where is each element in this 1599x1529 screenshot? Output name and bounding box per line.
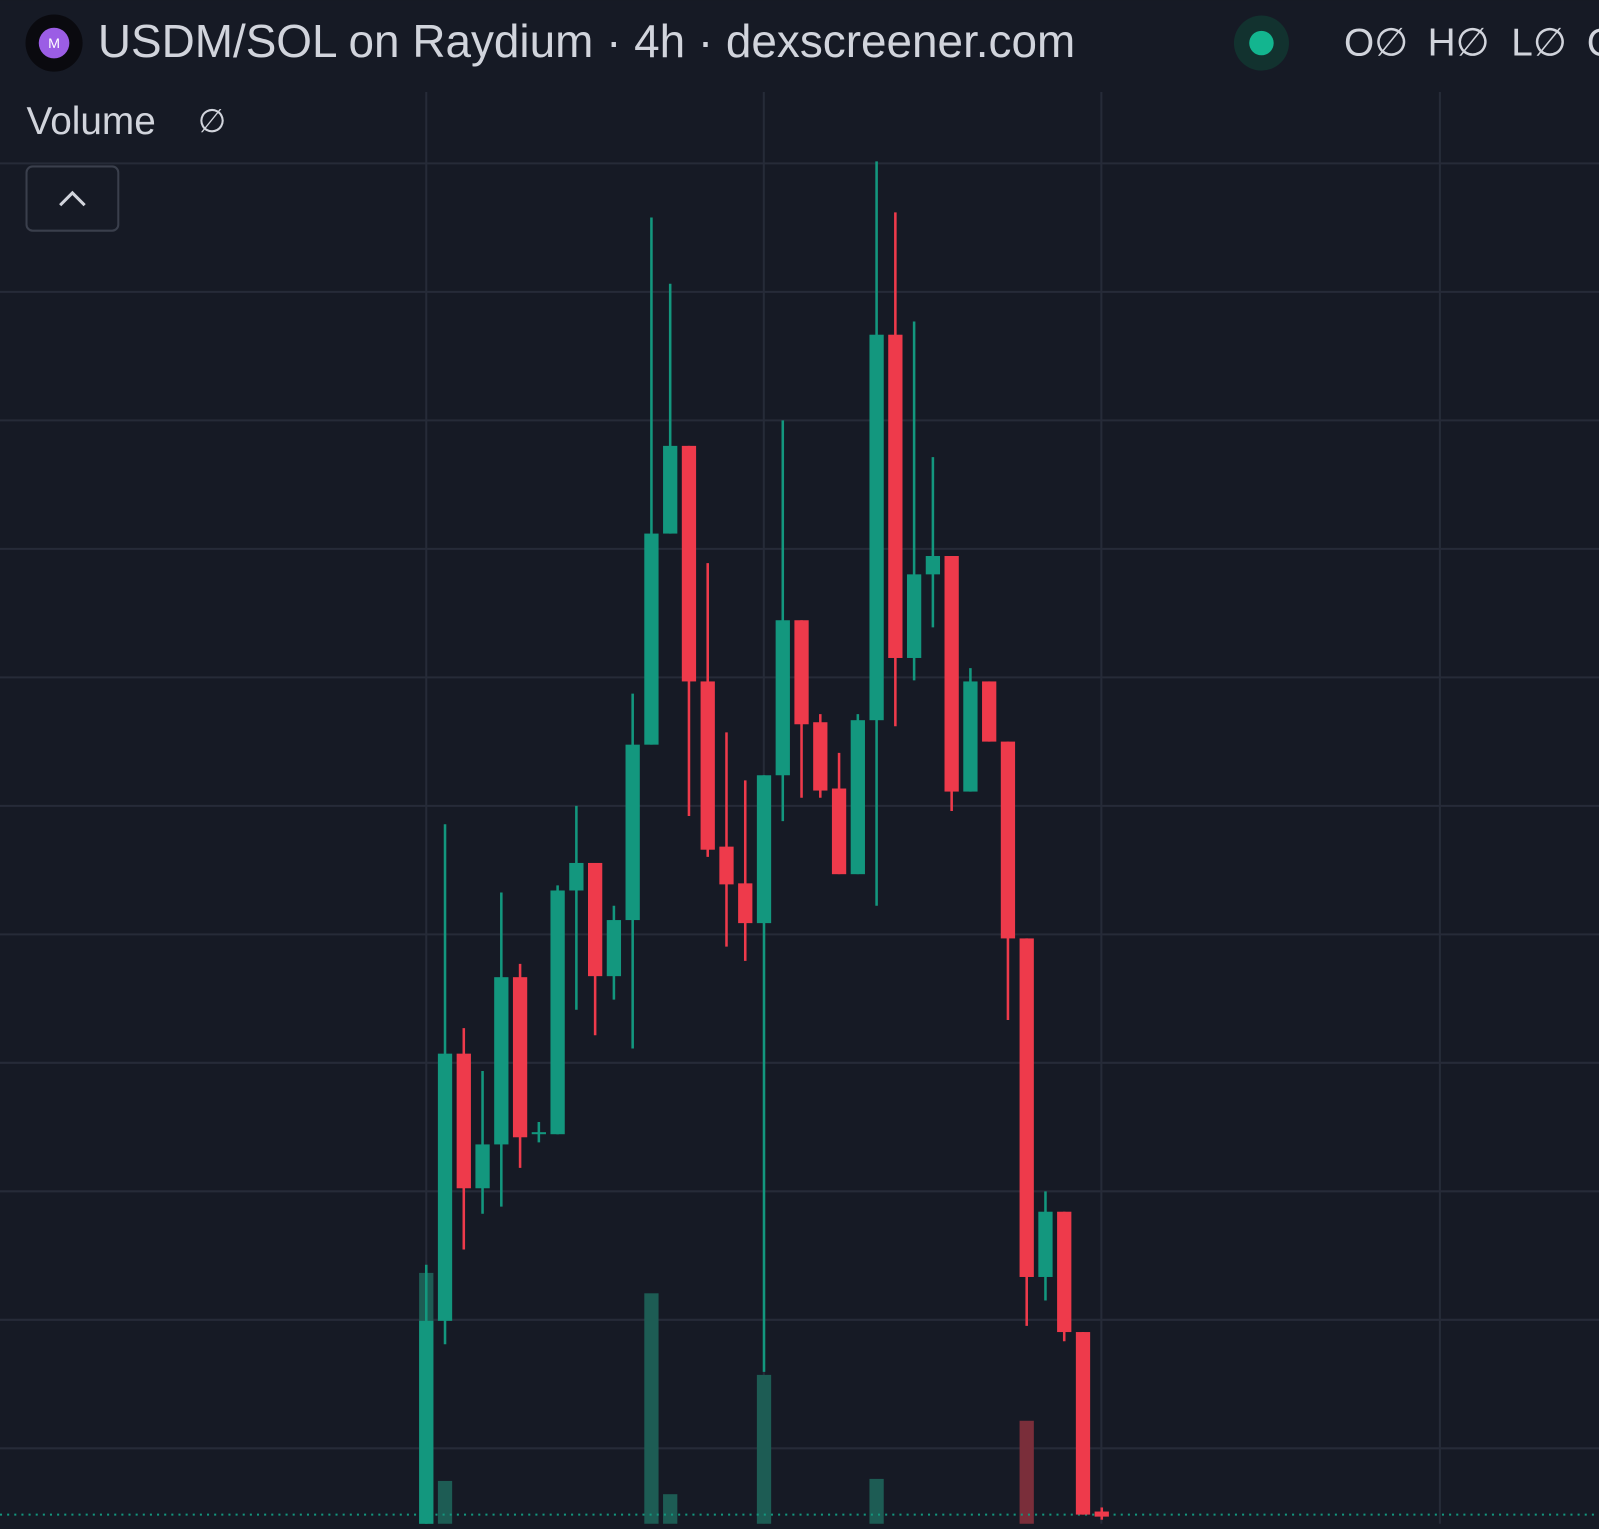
volume-bar <box>869 1478 884 1524</box>
candle-body <box>775 620 790 776</box>
candle-body <box>756 775 772 924</box>
candle-body <box>1000 741 1016 939</box>
volume-label: Volume <box>27 100 156 143</box>
candle-body <box>869 334 884 721</box>
candle-body <box>419 1320 434 1524</box>
ohlc-label: L∅ <box>1511 21 1566 64</box>
ohlc-label: H∅ <box>1428 21 1490 64</box>
candle-body <box>587 862 603 977</box>
volume-bar <box>437 1480 453 1524</box>
candle-body <box>963 681 978 792</box>
candle-body <box>494 977 509 1145</box>
candle-body <box>456 1053 471 1189</box>
logo-text: M <box>48 36 60 52</box>
candle-body <box>625 744 640 921</box>
volume-bar <box>663 1494 678 1524</box>
candle-body <box>475 1144 490 1189</box>
volume-bar <box>756 1374 772 1524</box>
candle-body <box>1038 1211 1053 1277</box>
candle-body <box>644 533 659 745</box>
candle-body <box>569 862 584 891</box>
candle-body <box>606 920 622 977</box>
volume-bar <box>1019 1420 1034 1524</box>
candle-body <box>1019 938 1034 1277</box>
candle-body <box>437 1053 453 1321</box>
ohlc-label: C <box>1587 21 1599 64</box>
candle-body <box>550 890 565 1135</box>
candle-body <box>906 574 922 658</box>
volume-bar <box>644 1293 659 1524</box>
candle-body <box>888 334 903 658</box>
candle-body <box>794 620 809 725</box>
logo-inner <box>38 27 70 59</box>
candle-body <box>925 556 941 575</box>
ohlc-label: O∅ <box>1344 21 1408 64</box>
chart-title: USDM/SOL on Raydium · 4h · dexscreener.c… <box>98 15 1075 67</box>
candle-body <box>700 681 715 850</box>
collapse-button[interactable] <box>25 165 120 232</box>
candles <box>419 161 1109 1524</box>
candle-body <box>1057 1211 1072 1333</box>
chevron-icon <box>59 190 86 207</box>
candle-body <box>982 681 997 742</box>
candle-body <box>1075 1332 1091 1515</box>
volume-value: ∅ <box>198 102 226 139</box>
candle-body <box>512 977 528 1138</box>
candle-body <box>1094 1511 1109 1517</box>
candle-body <box>850 720 865 875</box>
candle-body <box>944 556 959 792</box>
candle-body <box>831 788 847 875</box>
candle-body <box>663 445 678 534</box>
candle-body <box>719 846 734 885</box>
candle-body <box>813 722 828 791</box>
candle-body <box>681 445 697 682</box>
status-dot <box>1249 30 1274 56</box>
candle-body <box>738 883 753 924</box>
candle-body <box>531 1132 546 1135</box>
